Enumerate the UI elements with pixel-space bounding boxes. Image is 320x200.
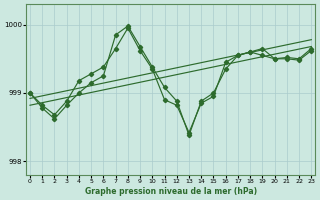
X-axis label: Graphe pression niveau de la mer (hPa): Graphe pression niveau de la mer (hPa) xyxy=(84,187,257,196)
